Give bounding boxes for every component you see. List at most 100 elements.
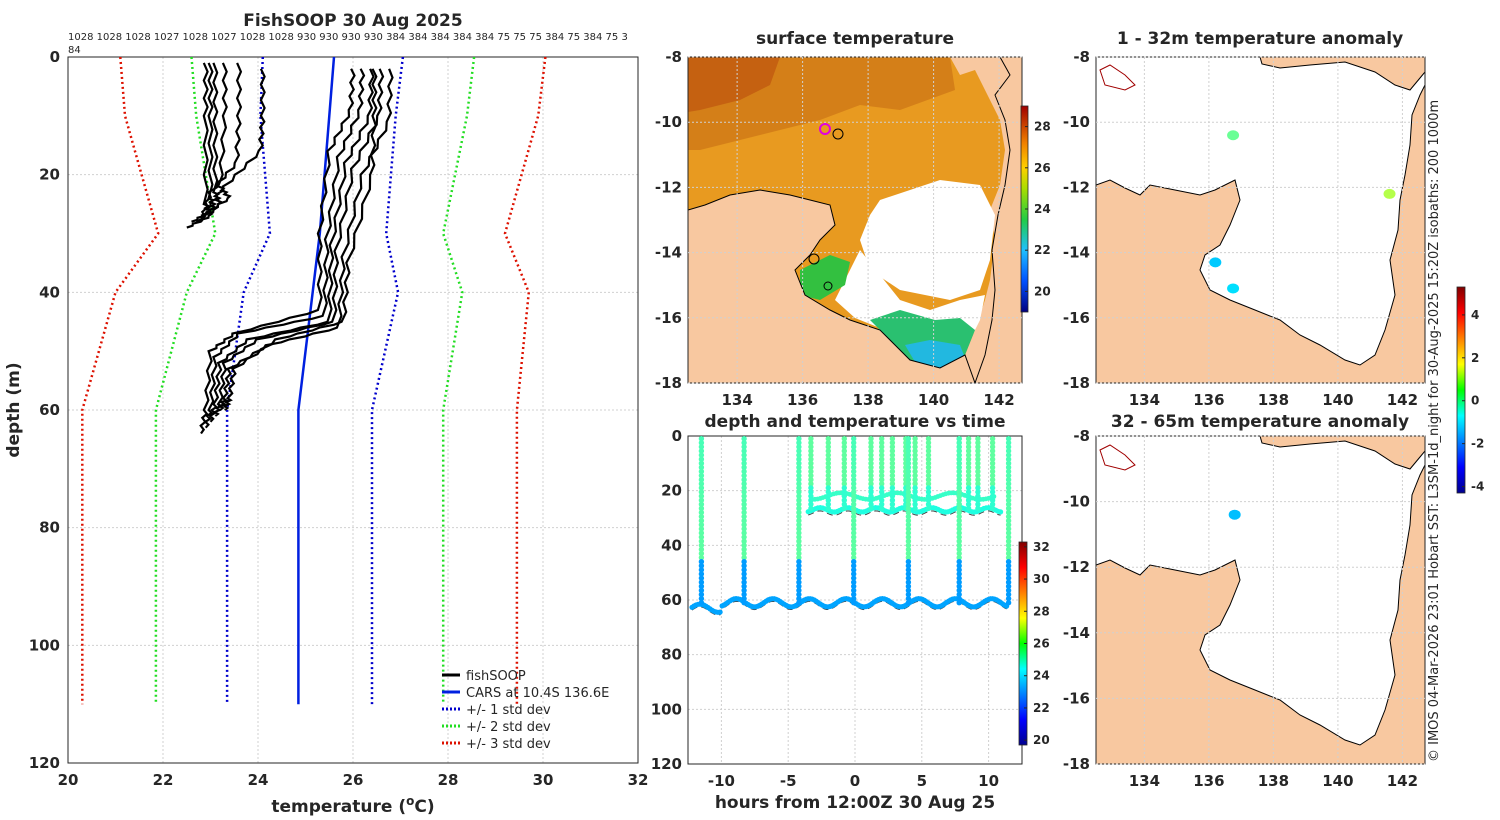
profile-x-label: temperature (oC) [271,794,434,817]
deep-cast-point [796,546,802,553]
deep-cast-point [851,505,857,512]
deep-cast-point [905,464,912,471]
shallow-cast-point [912,493,918,499]
shallow-cast-point [965,460,972,466]
shallow-cast-point [825,481,831,487]
deep-cast-point [741,559,747,565]
y-tick-label: 80 [661,646,682,664]
shallow-cast-point [868,477,874,483]
shallow-cast-point [808,448,814,454]
deep-cast-point [905,550,912,557]
y-tick-label: 20 [661,482,682,500]
shallow-cast-point [925,501,932,507]
shallow-cast-point [925,472,932,479]
deep-cast-point [905,448,912,454]
x-tick-label: 140 [918,391,949,409]
deep-cast-point [741,600,747,606]
shallow-cast-point [975,497,981,503]
deep-cast-point [698,481,705,487]
anomaly-point [1227,130,1240,141]
shallow-cast-point [965,472,972,479]
deep-cast-point [741,563,747,569]
deep-cast-point [956,493,962,499]
colorbar-tick-label: 28 [1033,604,1050,618]
profile-grid [67,56,639,764]
deep-cast-point [851,464,857,471]
deep-cast-point [1005,534,1012,540]
deep-cast-point [796,591,802,598]
deep-cast-point [698,538,705,544]
shallow-cast-point [808,501,814,507]
deep-cast-point [851,436,857,442]
deep-cast-point [698,452,705,458]
fishsoop-profile [200,62,243,223]
shallow-cast-point [975,452,981,458]
deep-cast-point [1005,583,1012,589]
deep-cast-point [698,595,705,602]
deep-cast-point [698,567,705,573]
y-tick-label: 40 [39,283,60,301]
shallow-cast-point [925,464,932,471]
shallow-bottom-line [808,510,1001,516]
deep-cast-point [851,600,857,606]
shallow-cast-point [825,464,831,471]
shallow-cast-point [868,456,874,462]
fishsoop-profile [203,68,366,429]
map-land-arnhem [1096,464,1425,764]
deep-cast-point [796,509,802,516]
colorbar-tick-label: 22 [1033,701,1050,715]
plus-3-std-line [503,57,547,705]
shallow-cast-point [825,489,831,495]
shallow-cast-point [841,485,847,491]
shallow-cast-point [841,497,847,503]
shallow-cast-point [841,456,847,462]
shallow-cast-point [889,481,896,487]
y-tick-label: -12 [1063,178,1090,196]
deep-cast-point [905,522,912,528]
deep-cast-point [741,452,747,458]
shallow-cast-point [889,497,896,503]
colorbar-tick-label: 24 [1033,669,1050,683]
deep-cast-point [1005,452,1012,458]
deep-cast-point [1005,513,1012,520]
deep-cast-point [698,526,705,532]
anomaly-deep-map [1096,436,1425,764]
shallow-cast-point [989,436,996,442]
shallow-cast-point [808,489,814,495]
anomaly-colorbar [1456,286,1466,494]
deep-cast-point [698,575,705,581]
sst-map [688,57,1022,383]
deep-cast-point [851,501,857,507]
deep-cast-point [698,468,705,475]
shallow-cast-point [879,485,885,491]
deep-cast-point [741,493,747,499]
deep-cast-point [741,456,747,462]
deep-cast-point [956,472,962,479]
deep-cast-point [698,444,705,450]
deep-cast-point [741,440,747,446]
deep-cast-point [741,526,747,532]
deep-cast-point [698,464,705,471]
deep-cast-point [905,538,912,544]
deep-cast-point [851,550,857,557]
shallow-cast-point [965,436,972,442]
shallow-cast-point [879,501,885,507]
shallow-cast-point [925,448,932,454]
shallow-cast-point [989,493,996,499]
deep-cast-point [796,571,802,577]
deep-cast-point [905,542,912,548]
shallow-cast-point [868,497,874,503]
shallow-cast-point [808,468,814,475]
deep-cast-point [1005,571,1012,577]
deep-cast-point [698,591,705,598]
y-tick-label: -10 [1063,493,1090,511]
deep-cast-point [698,587,705,594]
fishsoop-profile [208,68,375,423]
deep-cast-point [741,591,747,598]
deep-cast-point [1005,436,1012,442]
y-tick-label: -8 [665,48,682,66]
deep-cast-point [741,505,747,512]
shallow-cast-point [975,485,981,491]
shallow-cast-point [989,444,996,450]
colorbar-tick-label: 24 [1034,202,1051,216]
